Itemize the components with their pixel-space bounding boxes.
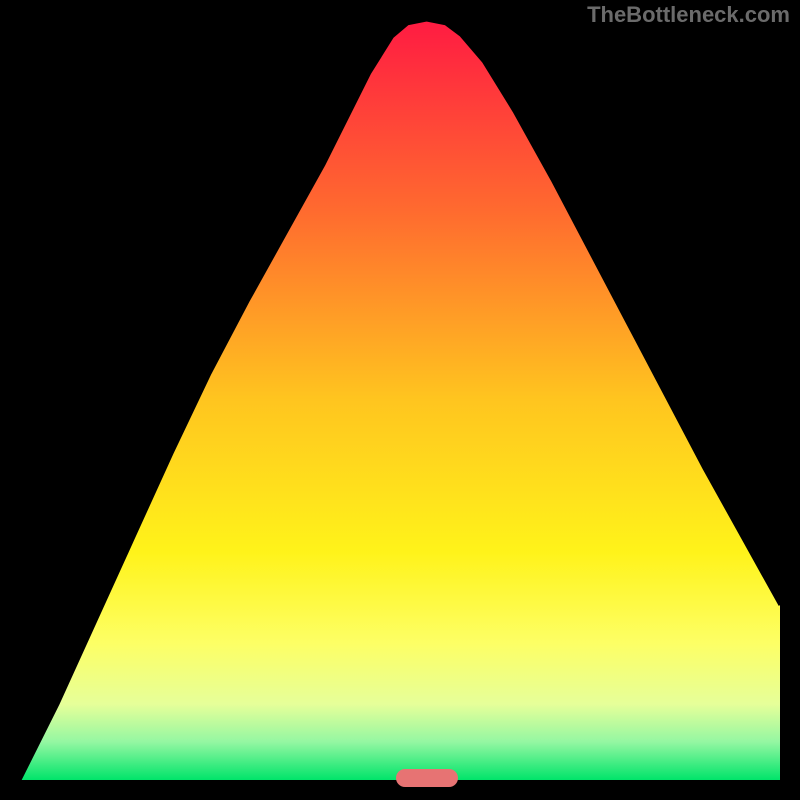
gradient-fill (20, 20, 780, 780)
chart-container: TheBottleneck.com (0, 0, 800, 800)
ideal-zone-marker (396, 769, 458, 787)
plot-area (20, 20, 780, 780)
bottleneck-curve-svg (20, 20, 780, 780)
watermark-text: TheBottleneck.com (587, 2, 790, 28)
